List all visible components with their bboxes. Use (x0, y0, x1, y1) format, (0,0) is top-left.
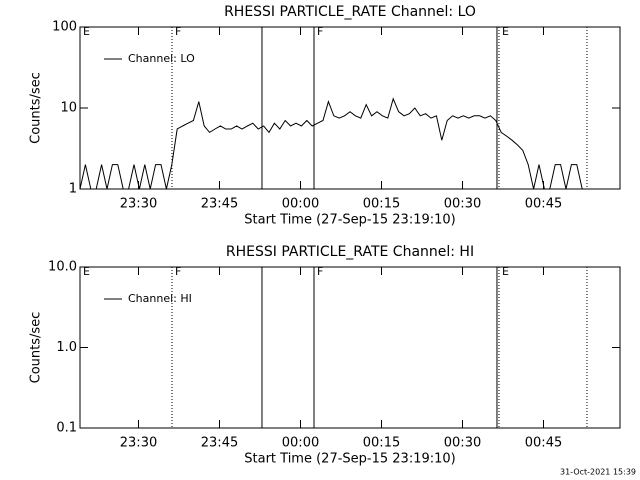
x-axis-label: Start Time (27-Sep-15 23:19:10) (244, 213, 455, 228)
y-tick-label: 100 (52, 20, 77, 35)
x-tick-label: 00:15 (363, 197, 400, 212)
y-tick-label: 10 (60, 101, 77, 116)
x-tick-label: 23:30 (120, 197, 157, 212)
data-line (79, 97, 583, 190)
flag-label: E (502, 25, 509, 38)
x-tick-label: 00:00 (282, 436, 319, 451)
x-tick-label: 23:30 (120, 436, 157, 451)
x-tick-label: 00:15 (363, 436, 400, 451)
x-tick-label: 00:45 (525, 197, 562, 212)
flag-label: F (317, 265, 323, 278)
x-tick-label: 00:45 (525, 436, 562, 451)
x-tick-label: 23:45 (201, 436, 238, 451)
x-tick-label: 00:30 (444, 197, 481, 212)
flag-label: E (83, 265, 90, 278)
flag-label: F (175, 25, 181, 38)
chart-title: RHESSI PARTICLE_RATE Channel: LO (224, 4, 476, 20)
y-axis-label: Counts/sec (29, 312, 44, 384)
flag-label: F (175, 265, 181, 278)
y-tick-label: 0.1 (56, 421, 77, 436)
y-tick-label: 1 (69, 182, 77, 197)
legend-label: Channel: LO (128, 52, 195, 65)
x-tick-label: 23:45 (201, 197, 238, 212)
chart-title: RHESSI PARTICLE_RATE Channel: HI (226, 244, 474, 260)
y-tick-label: 10.0 (48, 260, 77, 275)
y-tick-label: 1.0 (56, 340, 77, 355)
x-tick-label: 00:00 (282, 197, 319, 212)
flag-label: F (317, 25, 323, 38)
x-axis-label: Start Time (27-Sep-15 23:19:10) (244, 452, 455, 467)
flag-label: E (502, 265, 509, 278)
y-axis-label: Counts/sec (29, 72, 44, 144)
legend-label: Channel: HI (128, 292, 192, 305)
x-tick-label: 00:30 (444, 436, 481, 451)
flag-label: E (83, 25, 90, 38)
footer: 31-Oct-2021 15:39 (560, 468, 636, 477)
